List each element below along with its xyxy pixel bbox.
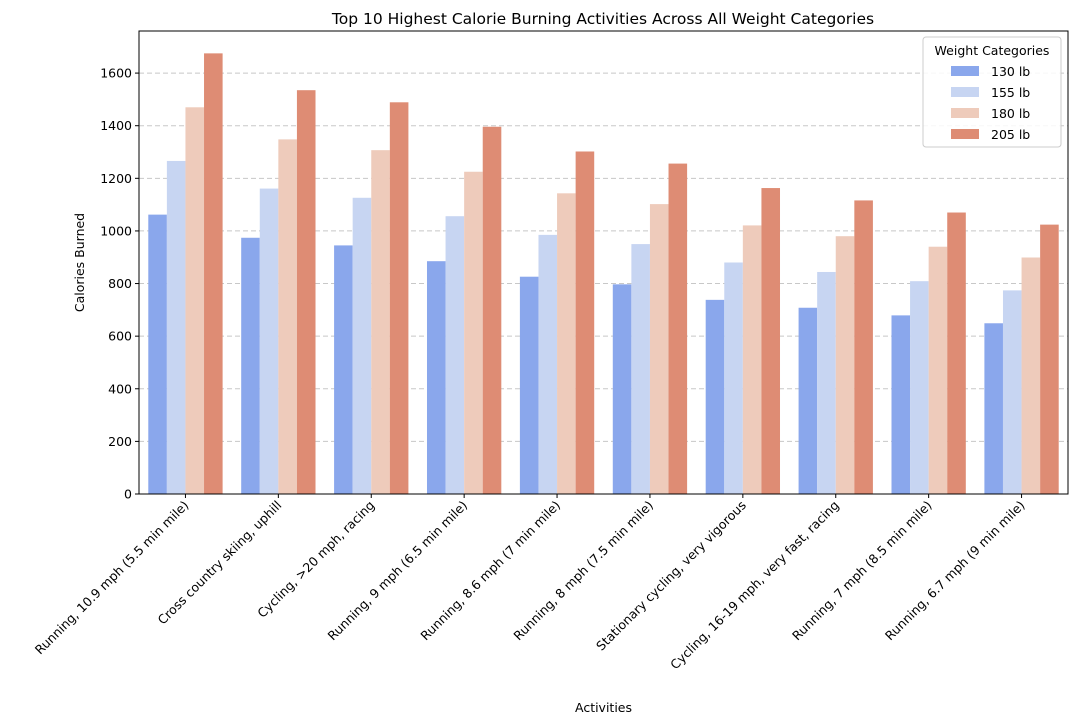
bar-155lb-7 [817, 271, 836, 494]
y-axis-label: Calories Burned [72, 213, 87, 312]
plot-frame [138, 30, 1069, 495]
bar-155lb-3 [445, 216, 465, 494]
bar-180lb-2 [371, 150, 390, 494]
bar-205lb-7 [854, 200, 873, 495]
bar-130lb-3 [426, 261, 446, 494]
bar-155lb-0 [166, 160, 186, 494]
y-tick-label-4: 800 [108, 276, 132, 291]
bar-155lb-1 [259, 188, 279, 495]
legend-swatch-3 [951, 129, 979, 139]
bar-130lb-8 [891, 315, 911, 494]
y-tick-label-7: 1400 [100, 118, 132, 133]
legend-swatch-0 [951, 66, 979, 76]
bar-155lb-4 [538, 234, 558, 494]
y-tick-label-8: 1600 [100, 66, 132, 81]
y-axis-ticks: 0 200 400 600 800 1000 1200 1400 1600 [100, 66, 139, 502]
bar-180lb-3 [464, 171, 483, 495]
x-tick-label-6: Stationary cycling, very vigorous [593, 498, 749, 654]
bar-205lb-1 [296, 90, 316, 494]
legend-box [922, 36, 1062, 148]
bar-130lb-2 [334, 245, 353, 494]
x-axis-ticks: Running, 10.9 mph (5.5 min mile)Cross co… [32, 494, 1028, 672]
bar-205lb-6 [761, 188, 781, 495]
legend-label-3: 205 lb [991, 127, 1030, 142]
x-tick-label-7: Cycling, 16-19 mph, very fast, racing [667, 498, 842, 673]
chart-title: Top 10 Highest Calorie Burning Activitie… [331, 10, 874, 28]
bar-205lb-0 [204, 53, 223, 495]
x-axis-label: Activities [575, 700, 632, 715]
bar-205lb-8 [947, 212, 966, 495]
bar-205lb-2 [389, 102, 409, 494]
bar-180lb-5 [649, 204, 669, 494]
bar-130lb-5 [612, 284, 632, 494]
bar-180lb-9 [1021, 257, 1041, 494]
bar-180lb-0 [185, 107, 205, 495]
legend: Weight Categories 130 lb 155 lb 180 lb 205 l… [922, 36, 1062, 148]
bar-130lb-9 [984, 323, 1003, 494]
y-tick-label-6: 1200 [100, 171, 132, 186]
y-tick-label-2: 400 [108, 381, 132, 396]
y-tick-label-1: 200 [108, 434, 132, 449]
y-tick-label-3: 600 [108, 329, 132, 344]
legend-title: Weight Categories [935, 43, 1050, 58]
x-tick-label-0: Running, 10.9 mph (5.5 min mile) [32, 498, 192, 658]
legend-label-2: 180 lb [991, 106, 1030, 121]
bar-130lb-7 [798, 307, 818, 494]
bar-180lb-1 [278, 139, 297, 494]
bar-155lb-5 [631, 244, 650, 494]
legend-swatch-2 [951, 108, 979, 118]
bar-130lb-4 [519, 276, 539, 494]
bar-130lb-0 [148, 214, 167, 495]
bar-155lb-6 [724, 262, 743, 494]
bar-130lb-1 [241, 237, 260, 494]
bar-155lb-9 [1002, 290, 1022, 494]
bar-180lb-7 [835, 236, 855, 494]
legend-label-1: 155 lb [991, 85, 1030, 100]
legend-swatch-1 [951, 87, 979, 97]
bar-180lb-8 [928, 246, 948, 494]
bar-205lb-5 [668, 163, 688, 494]
bar-180lb-6 [742, 225, 762, 494]
bar-155lb-8 [910, 281, 929, 494]
bar-205lb-9 [1040, 224, 1059, 495]
bar-155lb-2 [352, 197, 372, 495]
y-tick-label-0: 0 [124, 487, 132, 502]
bar-180lb-4 [557, 193, 576, 495]
bar-130lb-6 [705, 299, 725, 494]
bar-205lb-4 [575, 151, 595, 494]
y-tick-label-5: 1000 [100, 223, 132, 238]
bar-205lb-3 [482, 126, 502, 494]
legend-label-0: 130 lb [991, 64, 1030, 79]
bars [148, 53, 1059, 495]
